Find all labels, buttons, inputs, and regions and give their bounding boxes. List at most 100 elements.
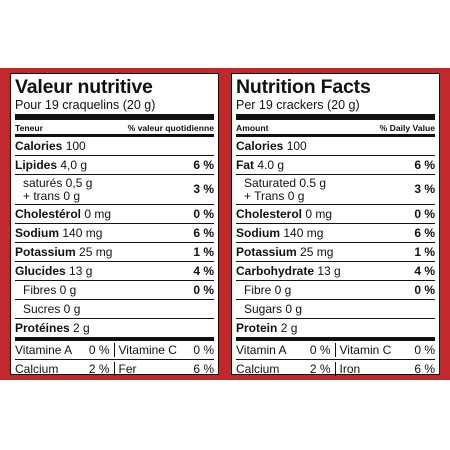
english-vitamin-row: Vitamin A 0 % Vitamin C 0 % bbox=[236, 341, 435, 360]
english-nutrition-panel: Nutrition Facts Per 19 crackers (20 g) A… bbox=[231, 73, 440, 378]
french-thick-rule bbox=[15, 114, 214, 120]
nutrient-amount: 4.0 g bbox=[257, 158, 285, 172]
nutrient-name: Fat bbox=[236, 158, 254, 172]
nutrient-dv: 4 % bbox=[414, 264, 435, 278]
nutrient-name: Calories bbox=[15, 139, 63, 153]
nutrient-dv: 0 % bbox=[414, 207, 435, 221]
nutrient-name: Glucides bbox=[15, 264, 66, 278]
french-head-dv: % valeur quotidienne bbox=[127, 123, 214, 133]
nutrient-name: Fibres 0 g bbox=[23, 283, 77, 297]
nutrient-name-line2: + Trans 0 g bbox=[244, 188, 305, 203]
english-row-fat: Fat 4.0 g 6 % bbox=[236, 156, 435, 175]
vitamin-name: Vitamine C bbox=[118, 343, 177, 357]
nutrient-name: Protéines bbox=[15, 321, 70, 335]
nutrient-dv: 0 % bbox=[193, 207, 214, 221]
nutrient-name: Cholestérol bbox=[15, 207, 82, 221]
mineral-name: Calcium bbox=[236, 362, 280, 376]
mineral-dv: 2 % bbox=[88, 362, 110, 376]
nutrient-amount: 4,0 g bbox=[60, 158, 88, 172]
french-mineral-row: Calcium 2 % Fer 6 % bbox=[15, 360, 214, 378]
nutrient-name: Fibre 0 g bbox=[244, 283, 292, 297]
french-vitamin-rule bbox=[15, 337, 214, 341]
nutrient-name: Potassium bbox=[236, 245, 297, 259]
nutrient-name: Protein bbox=[236, 321, 278, 335]
french-row-fibre: Fibres 0 g 0 % bbox=[15, 281, 214, 300]
nutrient-dv: 1 % bbox=[193, 245, 214, 259]
nutrient-dv: 0 % bbox=[414, 283, 435, 297]
nutrient-amount: 2 g bbox=[73, 321, 90, 335]
vitamin-name: Vitamin C bbox=[339, 343, 392, 357]
mineral-name: Calcium bbox=[15, 362, 59, 376]
nutrient-name: Lipides bbox=[15, 158, 58, 172]
english-thick-rule bbox=[236, 114, 435, 120]
english-header-row: Amount % Daily Value bbox=[236, 120, 435, 134]
french-row-protein: Protéines 2 g bbox=[15, 319, 214, 337]
nutrient-amount: 140 mg bbox=[62, 226, 103, 240]
nutrient-amount: 140 mg bbox=[283, 226, 324, 240]
nutrient-dv: 6 % bbox=[193, 158, 214, 172]
nutrient-name: Sucres 0 g bbox=[23, 302, 81, 316]
english-head-amount: Amount bbox=[236, 123, 269, 133]
mineral-dv: 6 % bbox=[193, 362, 214, 376]
nutrient-name: saturés 0,5 g bbox=[23, 176, 93, 190]
nutrient-amount: 13 g bbox=[69, 264, 93, 278]
mineral-dv: 2 % bbox=[309, 362, 331, 376]
french-row-sodium: Sodium 140 mg 6 % bbox=[15, 224, 214, 243]
french-title: Valeur nutritive bbox=[15, 76, 153, 98]
nutrient-name-line2: + trans 0 g bbox=[23, 188, 81, 203]
english-row-potassium: Potassium 25 mg 1 % bbox=[236, 243, 435, 262]
english-row-carbohydrate: Carbohydrate 13 g 4 % bbox=[236, 262, 435, 281]
nutrient-dv: 3 % bbox=[414, 182, 435, 197]
french-head-amount: Teneur bbox=[15, 123, 44, 133]
english-row-calories: Calories 100 bbox=[236, 137, 435, 156]
nutrient-name: Sodium bbox=[236, 226, 280, 240]
nutrient-dv: 6 % bbox=[414, 226, 435, 240]
french-row-saturated-trans: saturés 0,5 g + trans 0 g 3 % bbox=[15, 175, 214, 205]
english-row-saturated-trans: Saturated 0.5 g + Trans 0 g 3 % bbox=[236, 175, 435, 205]
english-row-cholesterol: Cholesterol 0 mg 0 % bbox=[236, 205, 435, 224]
nutrient-dv: 0 % bbox=[193, 283, 214, 297]
nutrient-amount: 13 g bbox=[317, 264, 341, 278]
nutrient-amount: 0 mg bbox=[84, 207, 112, 221]
english-serving-size: Per 19 crackers (20 g) bbox=[236, 98, 360, 112]
french-row-fat: Lipides 4,0 g 6 % bbox=[15, 156, 214, 175]
english-row-sodium: Sodium 140 mg 6 % bbox=[236, 224, 435, 243]
nutrient-name: Cholesterol bbox=[236, 207, 303, 221]
vitamin-dv: 0 % bbox=[414, 343, 435, 357]
nutrient-dv: 6 % bbox=[414, 158, 435, 172]
nutrient-dv: 6 % bbox=[193, 226, 214, 240]
french-row-sugars: Sucres 0 g bbox=[15, 300, 214, 319]
english-mineral-row: Calcium 2 % Iron 6 % bbox=[236, 360, 435, 378]
nutrient-amount: 25 mg bbox=[79, 245, 113, 259]
nutrient-dv: 4 % bbox=[193, 264, 214, 278]
mineral-dv: 6 % bbox=[414, 362, 435, 376]
nutrient-name: Calories bbox=[236, 139, 284, 153]
vitamin-name: Vitamine A bbox=[15, 343, 73, 357]
nutrient-name: Saturated 0.5 g bbox=[244, 176, 327, 190]
nutrient-amount: 2 g bbox=[280, 321, 298, 335]
vitamin-name: Vitamin A bbox=[236, 343, 287, 357]
mineral-name: Fer bbox=[118, 362, 137, 376]
mineral-name: Iron bbox=[339, 362, 361, 376]
nutrient-name: Carbohydrate bbox=[236, 264, 315, 278]
nutrient-amount: 100 bbox=[65, 139, 86, 153]
english-head-dv: % Daily Value bbox=[379, 123, 435, 133]
nutrient-amount: 25 mg bbox=[300, 245, 334, 259]
english-vitamin-rule bbox=[236, 337, 435, 341]
french-header-row: Teneur % valeur quotidienne bbox=[15, 120, 214, 134]
english-medium-rule bbox=[236, 134, 435, 137]
french-vitamin-row: Vitamine A 0 % Vitamine C 0 % bbox=[15, 341, 214, 360]
nutrient-name: Sugars 0 g bbox=[244, 302, 303, 316]
nutrient-amount: 100 bbox=[286, 139, 307, 153]
nutrient-dv: 1 % bbox=[414, 245, 435, 259]
english-title: Nutrition Facts bbox=[236, 76, 371, 98]
nutrient-dv: 3 % bbox=[193, 182, 214, 197]
nutrient-name: Potassium bbox=[15, 245, 76, 259]
french-row-carbohydrate: Glucides 13 g 4 % bbox=[15, 262, 214, 281]
vitamin-dv: 0 % bbox=[88, 343, 110, 357]
english-row-sugars: Sugars 0 g bbox=[236, 300, 435, 319]
french-medium-rule bbox=[15, 134, 214, 137]
french-serving-size: Pour 19 craquelins (20 g) bbox=[15, 98, 156, 112]
english-row-fibre: Fibre 0 g 0 % bbox=[236, 281, 435, 300]
nutrient-amount: 0 mg bbox=[305, 207, 333, 221]
